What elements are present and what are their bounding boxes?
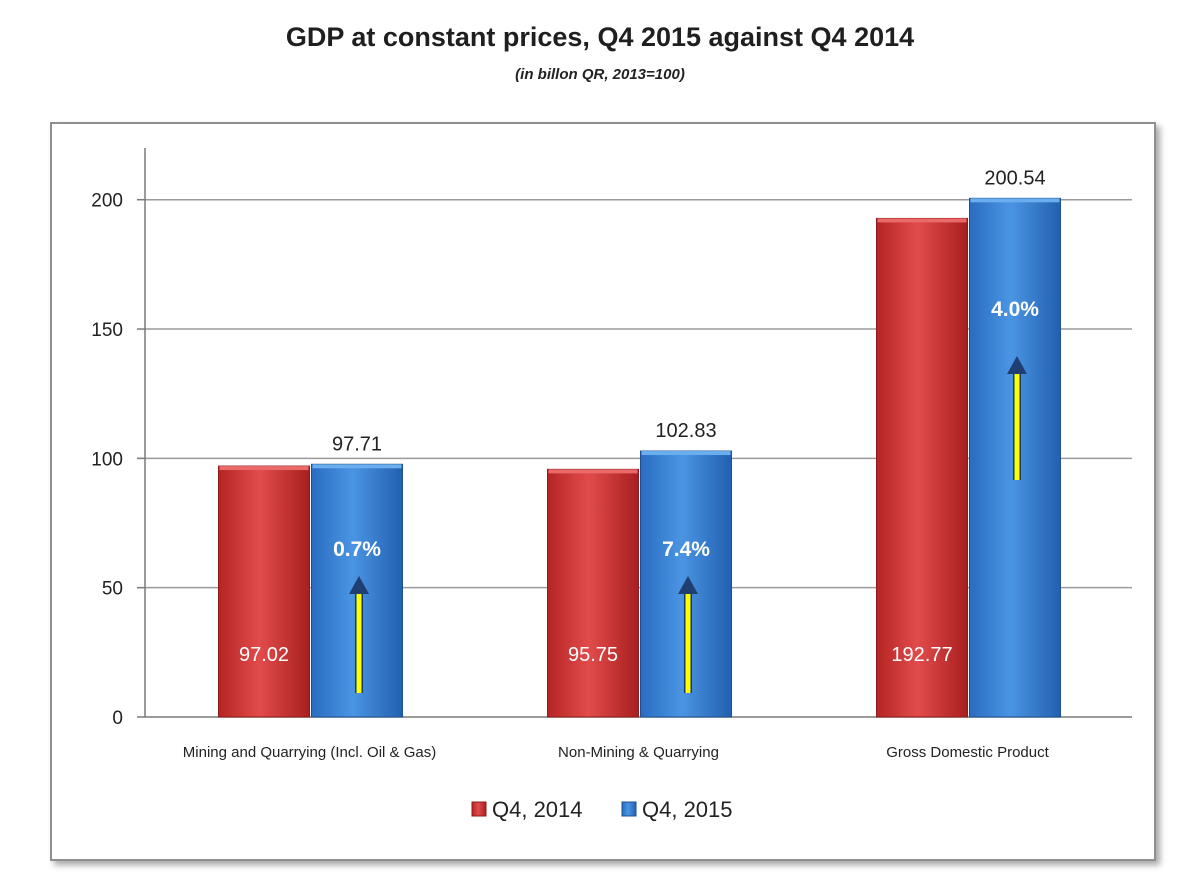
growth-percentage-label: 4.0% [991,298,1039,321]
bar-top-highlight [877,218,967,223]
bar-top-highlight [219,466,309,471]
data-label-q4-2014: 97.02 [239,644,289,666]
x-category-label: Mining and Quarrying (Incl. Oil & Gas) [183,744,436,761]
x-category-label: Non-Mining & Quarrying [558,744,719,761]
growth-arrow-head [678,576,698,594]
legend-label: Q4, 2015 [642,797,733,822]
y-tick-label: 200 [91,191,123,212]
x-category-label: Gross Domestic Product [886,744,1049,761]
legend-label: Q4, 2014 [492,797,583,822]
growth-percentage-label: 0.7% [333,538,381,561]
legend-swatch [471,801,487,817]
y-tick-label: 150 [91,320,123,341]
growth-arrow-head [1007,356,1027,374]
bar-top-highlight [548,469,638,474]
bar-q4-2014 [876,217,968,718]
y-tick-label: 0 [112,708,123,729]
y-tick-label: 50 [102,579,123,600]
bar-q4-2014 [218,465,310,718]
chart-subtitle: (in billon QR, 2013=100) [515,66,685,83]
growth-percentage-label: 7.4% [662,538,710,561]
bar-top-highlight [641,451,731,456]
bar-top-highlight [970,198,1060,203]
data-label-q4-2015: 97.71 [332,433,382,455]
growth-arrow-head [349,576,369,594]
chart-title: GDP at constant prices, Q4 2015 against … [285,22,915,52]
data-label-q4-2014: 95.75 [568,644,618,666]
data-label-q4-2015: 200.54 [984,167,1045,189]
data-label-q4-2015: 102.83 [655,420,716,442]
y-tick-label: 100 [91,449,123,470]
legend-swatch [621,801,637,817]
bar-q4-2014 [547,468,639,718]
bar-top-highlight [312,464,402,469]
data-label-q4-2014: 192.77 [891,644,952,666]
